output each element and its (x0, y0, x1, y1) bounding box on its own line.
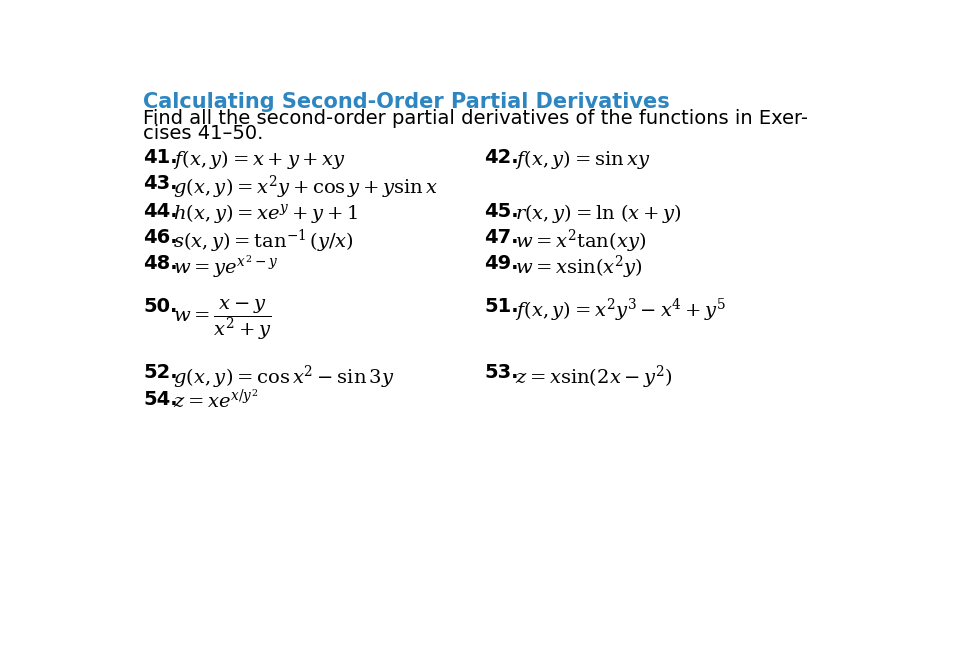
Text: 41.: 41. (143, 148, 178, 167)
Text: 51.: 51. (484, 297, 518, 316)
Text: $z = x \sin (2x - y^2)$: $z = x \sin (2x - y^2)$ (516, 364, 673, 391)
Text: $w = ye^{x^2-y}$: $w = ye^{x^2-y}$ (173, 254, 277, 281)
Text: $w = x \sin (x^2y)$: $w = x \sin (x^2y)$ (516, 254, 643, 281)
Text: $f(x, y) = \sin xy$: $f(x, y) = \sin xy$ (516, 148, 651, 171)
Text: 52.: 52. (143, 364, 178, 382)
Text: 44.: 44. (143, 202, 178, 221)
Text: 47.: 47. (484, 228, 518, 247)
Text: $w = \dfrac{x - y}{x^2 + y}$: $w = \dfrac{x - y}{x^2 + y}$ (173, 297, 271, 342)
Text: $f(x, y) = x^2y^3 - x^4 + y^5$: $f(x, y) = x^2y^3 - x^4 + y^5$ (516, 297, 727, 325)
Text: cises 41–50.: cises 41–50. (143, 124, 264, 143)
Text: $z = xe^{x/y^2}$: $z = xe^{x/y^2}$ (173, 389, 258, 413)
Text: 42.: 42. (484, 148, 518, 167)
Text: 53.: 53. (484, 364, 518, 382)
Text: $g(x, y) = x^2y + \cos y + y \sin x$: $g(x, y) = x^2y + \cos y + y \sin x$ (173, 174, 438, 202)
Text: $r(x, y) = \ln\,(x + y)$: $r(x, y) = \ln\,(x + y)$ (516, 202, 682, 225)
Text: 54.: 54. (143, 389, 178, 409)
Text: Find all the second-order partial derivatives of the functions in Exer-: Find all the second-order partial deriva… (143, 109, 808, 128)
Text: 49.: 49. (484, 254, 518, 273)
Text: 45.: 45. (484, 202, 518, 221)
Text: $w = x^2 \tan (xy)$: $w = x^2 \tan (xy)$ (516, 228, 646, 255)
Text: 46.: 46. (143, 228, 178, 247)
Text: Calculating Second-Order Partial Derivatives: Calculating Second-Order Partial Derivat… (143, 91, 670, 111)
Text: 43.: 43. (143, 174, 178, 193)
Text: $f(x, y) = x + y + xy$: $f(x, y) = x + y + xy$ (173, 148, 346, 171)
Text: $g(x, y) = \cos x^2 - \sin 3y$: $g(x, y) = \cos x^2 - \sin 3y$ (173, 364, 394, 391)
Text: $h(x, y) = xe^{y} + y + 1$: $h(x, y) = xe^{y} + y + 1$ (173, 202, 358, 225)
Text: $s(x, y) = \tan^{-1}(y/x)$: $s(x, y) = \tan^{-1}(y/x)$ (173, 228, 353, 255)
Text: 48.: 48. (143, 254, 178, 273)
Text: 50.: 50. (143, 297, 178, 316)
